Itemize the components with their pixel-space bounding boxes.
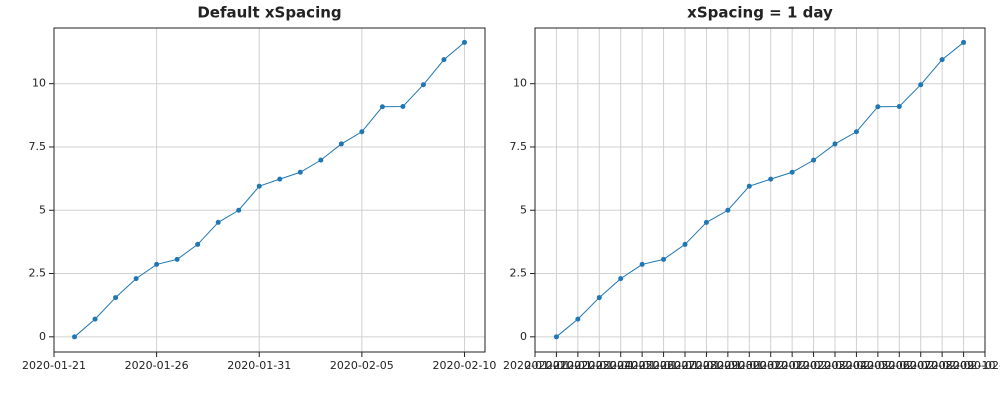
x-tick-label: 2020-02-04	[803, 359, 867, 372]
point	[277, 176, 283, 182]
point	[379, 104, 385, 110]
y-tick-label: 0	[39, 330, 46, 343]
point	[420, 82, 426, 88]
point	[811, 157, 817, 163]
point	[236, 207, 242, 213]
x-tick-label: 2020-02-03	[782, 359, 846, 372]
point	[461, 39, 467, 45]
y-tick-label: 2.5	[29, 267, 47, 280]
point	[832, 141, 838, 147]
point	[174, 256, 180, 262]
y-tick-label: 0	[520, 330, 527, 343]
point	[789, 169, 795, 175]
point	[768, 176, 774, 182]
x-tick-label: 2020-02-10	[433, 359, 497, 372]
point	[297, 169, 303, 175]
point	[939, 57, 945, 63]
point	[896, 103, 902, 109]
y-tick-label: 2.5	[510, 267, 528, 280]
point	[441, 57, 447, 63]
x-tick-label: 2020-01-25	[589, 359, 653, 372]
point	[682, 241, 688, 247]
point	[746, 183, 752, 189]
point	[596, 295, 602, 301]
point	[338, 141, 344, 147]
x-tick-label: 2020-01-31	[227, 359, 291, 372]
point	[575, 316, 581, 322]
point	[400, 103, 406, 109]
x-tick-label: 2020-01-26	[610, 359, 674, 372]
x-tick-label: 2020-02-11	[953, 359, 1000, 372]
y-tick-label: 7.5	[510, 140, 528, 153]
x-tick-label: 2020-02-05	[330, 359, 394, 372]
y-tick-label: 7.5	[29, 140, 47, 153]
x-tick-label: 2020-01-27	[632, 359, 696, 372]
x-tick-label: 2020-01-26	[125, 359, 189, 372]
x-tick-label: 2020-01-21	[503, 359, 567, 372]
point	[725, 207, 731, 213]
x-tick-label: 2020-01-29	[674, 359, 738, 372]
x-tick-label: 2020-02-08	[889, 359, 953, 372]
y-tick-label: 10	[513, 77, 527, 90]
point	[875, 104, 881, 110]
x-tick-label: 2020-02-07	[867, 359, 931, 372]
x-tick-label: 2020-01-31	[717, 359, 781, 372]
x-tick-label: 2020-02-05	[824, 359, 888, 372]
point	[961, 39, 967, 45]
point	[639, 261, 645, 267]
point	[318, 157, 324, 163]
point	[133, 276, 139, 282]
point	[113, 295, 119, 301]
x-tick-label: 2020-02-10	[932, 359, 996, 372]
line	[556, 42, 964, 338]
x-tick-label: 2020-01-30	[696, 359, 760, 372]
plot-frame	[534, 27, 986, 353]
point	[553, 334, 559, 340]
x-tick-label: 2020-02-01	[739, 359, 803, 372]
x-tick-label: 2020-01-22	[524, 359, 588, 372]
x-tick-label: 2020-01-24	[567, 359, 631, 372]
x-tick-label: 2020-01-28	[653, 359, 717, 372]
line	[74, 42, 465, 338]
x-tick-label: 2020-02-06	[846, 359, 910, 372]
x-tick-label: 2020-01-21	[22, 359, 86, 372]
x-tick-label: 2020-02-02	[760, 359, 824, 372]
point	[853, 129, 859, 135]
point	[359, 129, 365, 135]
y-tick-label: 10	[32, 77, 46, 90]
point	[72, 334, 78, 340]
point	[256, 183, 262, 189]
x-tick-label: 2020-02-09	[910, 359, 974, 372]
y-tick-label: 5	[39, 203, 46, 216]
point	[215, 219, 221, 225]
chart-title: Default xSpacing	[197, 4, 341, 22]
point	[154, 261, 160, 267]
point	[195, 241, 201, 247]
point	[703, 219, 709, 225]
point	[661, 256, 667, 262]
point	[918, 82, 924, 88]
y-tick-label: 5	[520, 203, 527, 216]
plot-frame	[53, 27, 486, 353]
chart-title: xSpacing = 1 day	[687, 4, 833, 22]
x-tick-label: 2020-01-23	[546, 359, 610, 372]
point	[92, 316, 98, 322]
point	[618, 276, 624, 282]
